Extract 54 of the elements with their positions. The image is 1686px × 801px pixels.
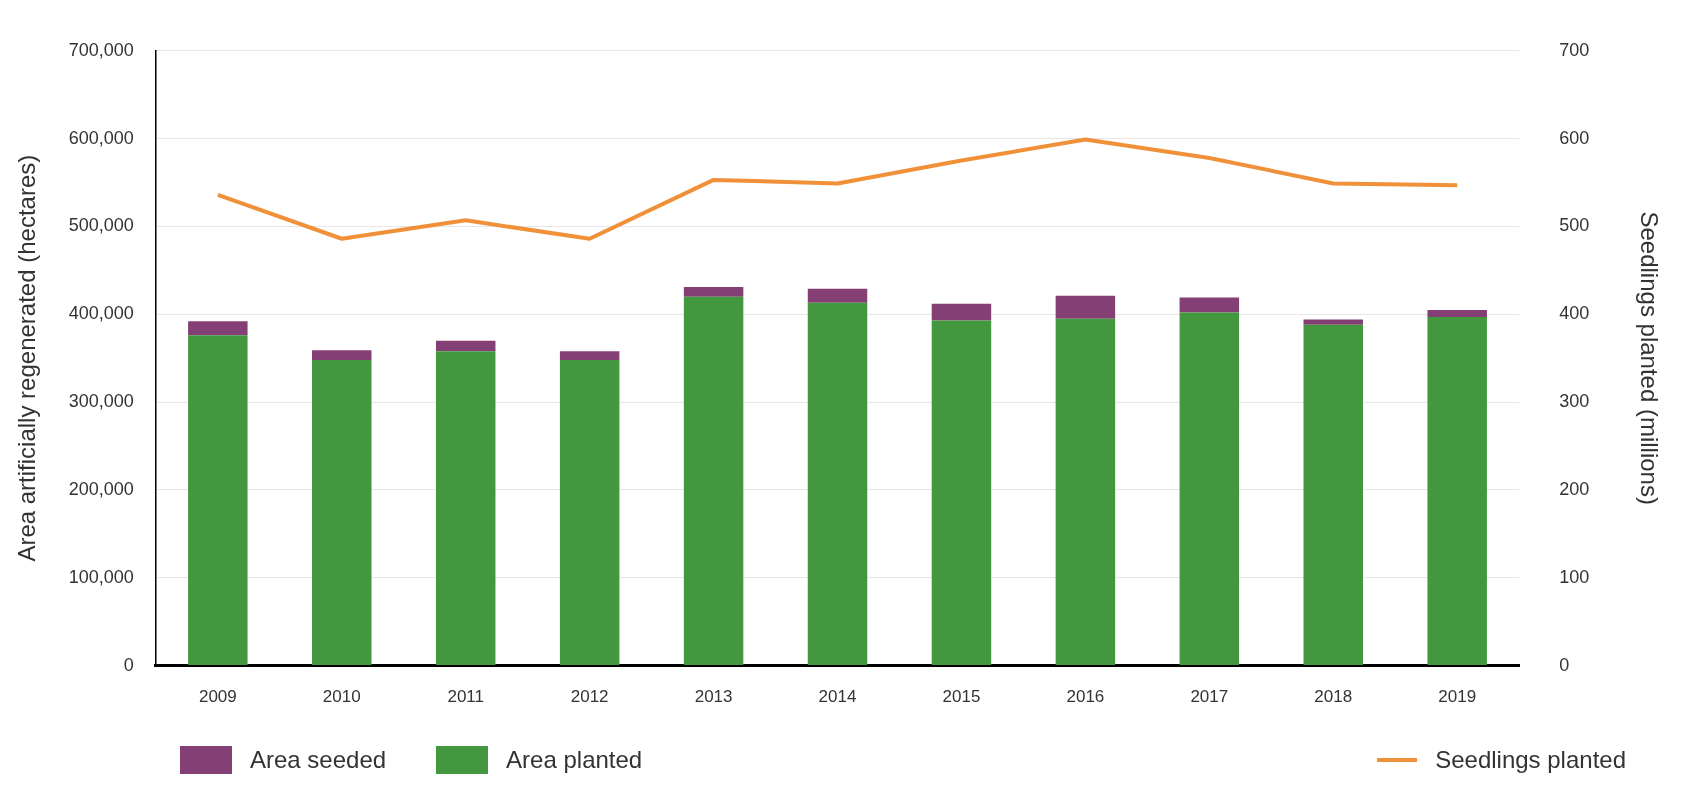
y2-tick-label: 600: [1559, 127, 1590, 148]
bar: [931, 320, 992, 666]
bar: [1303, 319, 1364, 325]
bar: [312, 350, 372, 360]
y-axis-title: Area artificially regenerated (hectares): [13, 154, 41, 562]
y-tick-label: 200,000: [68, 478, 134, 499]
y2-tick-label: 700: [1559, 39, 1590, 60]
bar: [1427, 316, 1487, 666]
bar: [188, 335, 248, 666]
x-tick-label: 2011: [447, 687, 484, 707]
y-tick-label: 100,000: [68, 566, 134, 587]
y2-axis-title: Seedlings planted (millions): [1635, 211, 1663, 505]
bar: [1055, 295, 1116, 319]
bar: [435, 351, 496, 666]
x-tick-label: 2012: [570, 687, 609, 707]
y-tick-label: 500,000: [68, 215, 134, 236]
bar: [807, 302, 868, 666]
y2-tick-label: 0: [1559, 654, 1570, 675]
bar: [559, 351, 620, 360]
y-tick-label: 600,000: [68, 127, 134, 148]
legend-label: Area seeded: [250, 746, 387, 774]
x-tick-label: 2013: [694, 687, 733, 707]
y-tick-label: 0: [123, 654, 134, 675]
x-tick-label: 2016: [1066, 687, 1105, 707]
x-tick-label: 2009: [198, 687, 237, 707]
y-tick-label: 700,000: [68, 39, 134, 60]
y2-tick-label: 200: [1559, 478, 1590, 499]
y2-tick-label: 400: [1559, 303, 1590, 324]
bar: [188, 321, 248, 336]
bar: [435, 340, 496, 352]
x-tick-label: 2010: [322, 687, 361, 707]
bar: [931, 303, 992, 321]
bar: [807, 288, 868, 303]
x-tick-label: 2017: [1190, 687, 1229, 707]
x-tick-label: 2018: [1314, 687, 1353, 707]
y-tick-label: 300,000: [68, 391, 134, 412]
y2-tick-label: 100: [1559, 566, 1590, 587]
y-tick-label: 400,000: [68, 303, 134, 324]
x-tick-label: 2019: [1438, 687, 1477, 707]
y2-tick-label: 500: [1559, 215, 1590, 236]
bar: [1303, 324, 1364, 666]
bar: [1179, 297, 1240, 313]
bar: [683, 287, 744, 297]
x-tick-label: 2014: [818, 687, 857, 707]
legend-label: Area planted: [506, 746, 643, 774]
legend-label: Seedlings planted: [1435, 746, 1626, 774]
bar: [1179, 312, 1240, 666]
bar: [1427, 309, 1487, 317]
bar: [683, 296, 744, 666]
bar: [559, 359, 620, 666]
x-tick-label: 2015: [942, 687, 981, 707]
y2-tick-label: 300: [1559, 391, 1590, 412]
bar: [1055, 318, 1116, 666]
bar: [312, 359, 372, 666]
